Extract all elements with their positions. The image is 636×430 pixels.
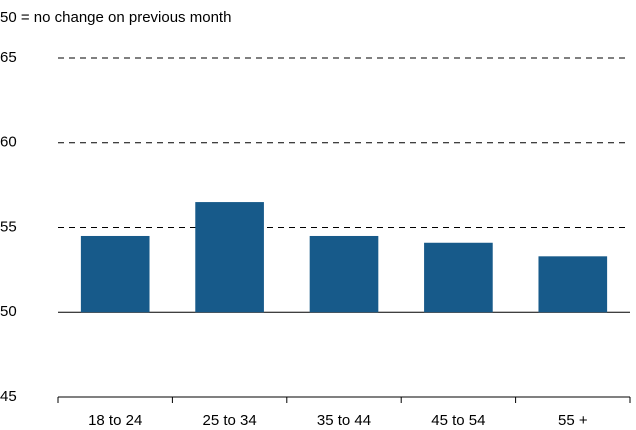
- x-tick-label: 35 to 44: [317, 412, 371, 429]
- x-tick-label: 18 to 24: [88, 412, 142, 429]
- bar: [424, 242, 493, 313]
- bar: [309, 235, 379, 313]
- x-tick-label: 45 to 54: [431, 412, 485, 429]
- y-tick-label: 55: [0, 218, 17, 235]
- x-tick-label: 55 +: [558, 412, 588, 429]
- y-tick-label: 65: [0, 49, 17, 66]
- x-tick-label: 25 to 34: [202, 412, 256, 429]
- bar: [80, 235, 150, 313]
- bar: [538, 256, 608, 313]
- y-tick-label: 45: [0, 388, 17, 405]
- y-tick-label: 50: [0, 303, 17, 320]
- bar: [195, 202, 264, 313]
- y-tick-label: 60: [0, 134, 17, 151]
- chart-subtitle: 50 = no change on previous month: [0, 9, 231, 26]
